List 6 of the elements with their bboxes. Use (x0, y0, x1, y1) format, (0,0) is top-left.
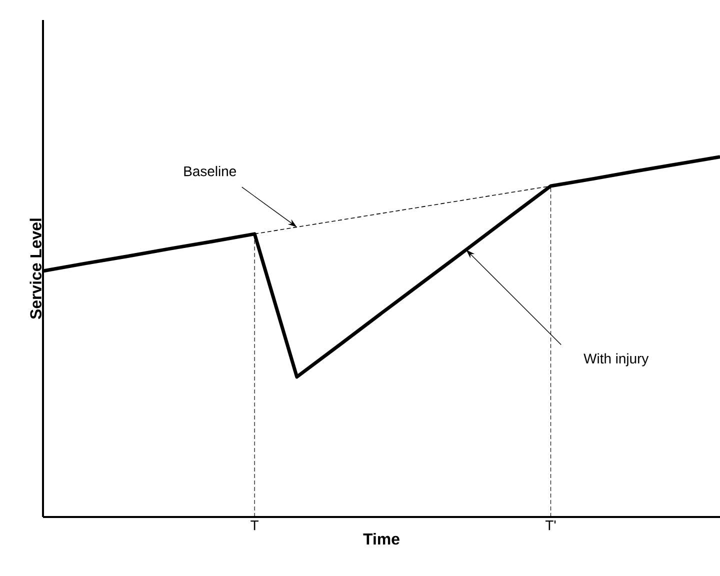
x-tick-label: T (250, 520, 259, 530)
annotation: Baseline (184, 166, 236, 176)
x-axis-title: Time (363, 532, 400, 545)
y-axis-title: Service Level (30, 218, 42, 319)
annotation: With injury (584, 353, 649, 366)
x-tick-label: T' (545, 520, 556, 530)
